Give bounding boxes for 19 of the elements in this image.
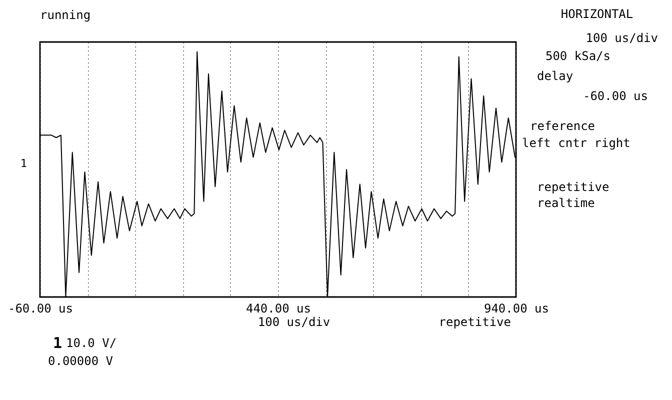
text: reference	[530, 119, 596, 133]
text: 1	[20, 157, 27, 170]
text: delay	[537, 69, 574, 83]
text: realtime	[537, 196, 595, 210]
text: 10.0 V/	[66, 336, 117, 350]
x-tick-label: -60.00 us	[8, 302, 74, 316]
text: -60.00 us	[582, 89, 648, 103]
x-tick-label: 940.00 us	[484, 302, 550, 316]
text: repetitive	[438, 315, 511, 329]
text: 0.00000 V	[48, 354, 114, 368]
text: 100 us/div	[586, 31, 658, 45]
text: running	[40, 8, 91, 22]
text: 1	[53, 334, 62, 352]
text: 100 us/div	[258, 315, 330, 329]
text: left cntr right	[522, 136, 630, 150]
text: 500 kSa/s	[545, 49, 611, 63]
x-tick-label: 440.00 us	[246, 302, 312, 316]
text: HORIZONTAL	[560, 7, 634, 21]
text: repetitive	[537, 180, 610, 194]
